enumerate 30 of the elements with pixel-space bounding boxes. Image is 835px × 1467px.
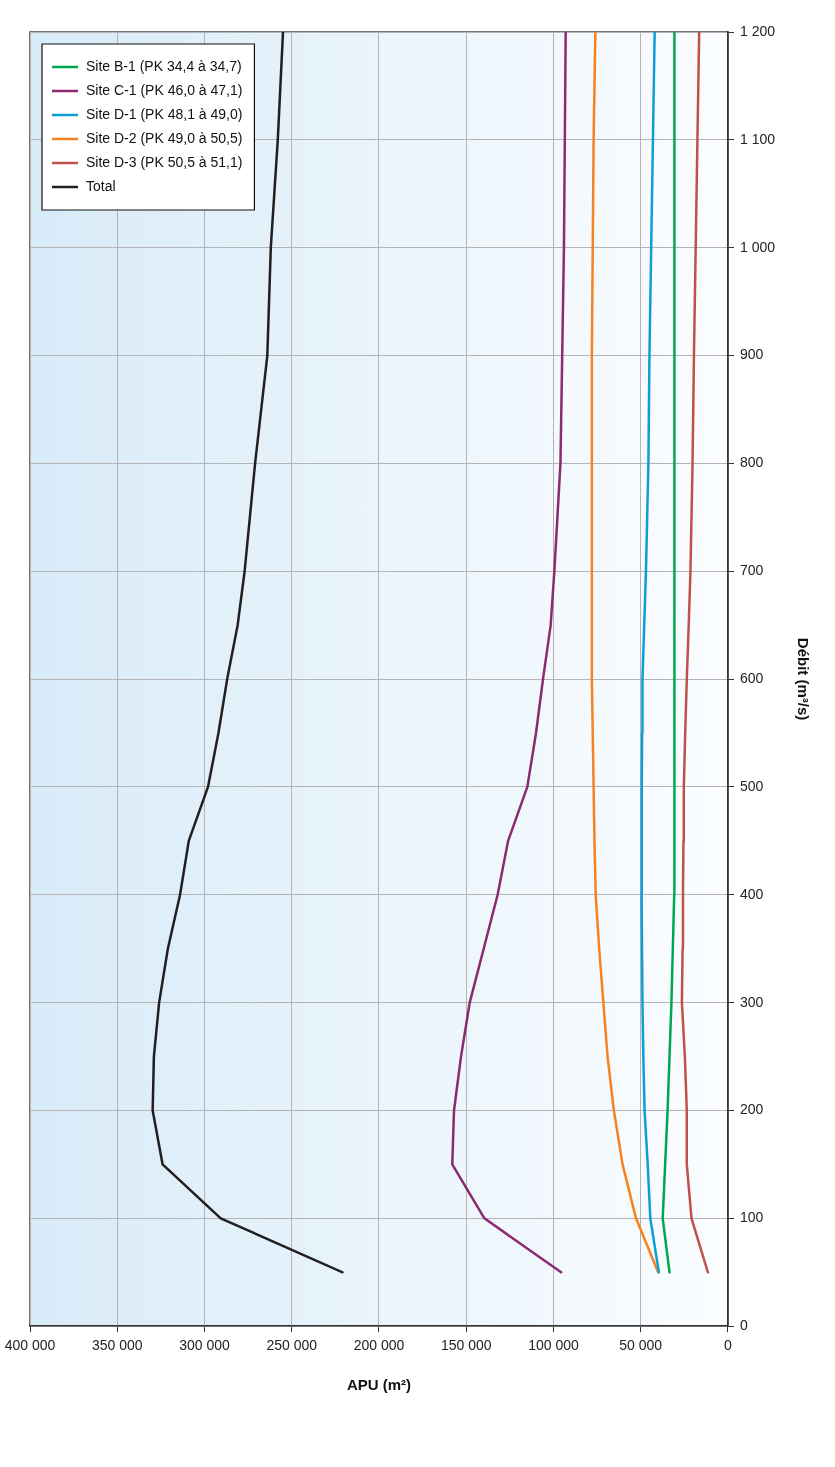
legend-label: Site D-1 (PK 48,1 à 49,0) (86, 105, 243, 122)
x-tick-label: 0 (724, 1337, 733, 1354)
legend-label: Site D-2 (PK 49,0 à 50,5) (86, 129, 243, 146)
y-tick-label: 1 000 (739, 238, 776, 255)
x-axis-title: APU (m²) (346, 1376, 412, 1394)
x-tick-label: 200 000 (353, 1337, 405, 1354)
y-tick-label: 500 (739, 777, 764, 794)
y-tick-label: 900 (739, 346, 764, 363)
y-tick-label: 0 (739, 1317, 748, 1334)
legend-label: Site B-1 (PK 34,4 à 34,7) (86, 57, 242, 74)
x-tick-label: 50 000 (619, 1337, 663, 1354)
y-tick-label: 300 (739, 993, 764, 1010)
x-tick-label: 400 000 (4, 1337, 56, 1354)
x-tick-label: 300 000 (179, 1337, 231, 1354)
legend-label: Site C-1 (PK 46,0 à 47,1) (86, 81, 243, 98)
x-tick-label: 250 000 (266, 1337, 318, 1354)
y-tick-label: 1 200 (739, 22, 776, 39)
y-tick-label: 1 100 (739, 130, 776, 147)
y-tick-label: 600 (739, 669, 764, 686)
y-tick-label: 200 (739, 1101, 764, 1118)
legend-label: Site D-3 (PK 50,5 à 51,1) (86, 153, 243, 170)
x-tick-label: 150 000 (440, 1337, 492, 1354)
y-axis-title: Débit (m³/s) (794, 637, 812, 721)
y-tick-label: 400 (739, 885, 764, 902)
y-tick-label: 100 (739, 1209, 764, 1226)
y-tick-label: 800 (739, 454, 764, 471)
y-tick-label: 700 (739, 562, 764, 579)
x-tick-label: 100 000 (528, 1337, 579, 1354)
legend-label: Total (86, 177, 116, 194)
x-tick-label: 350 000 (91, 1337, 143, 1354)
